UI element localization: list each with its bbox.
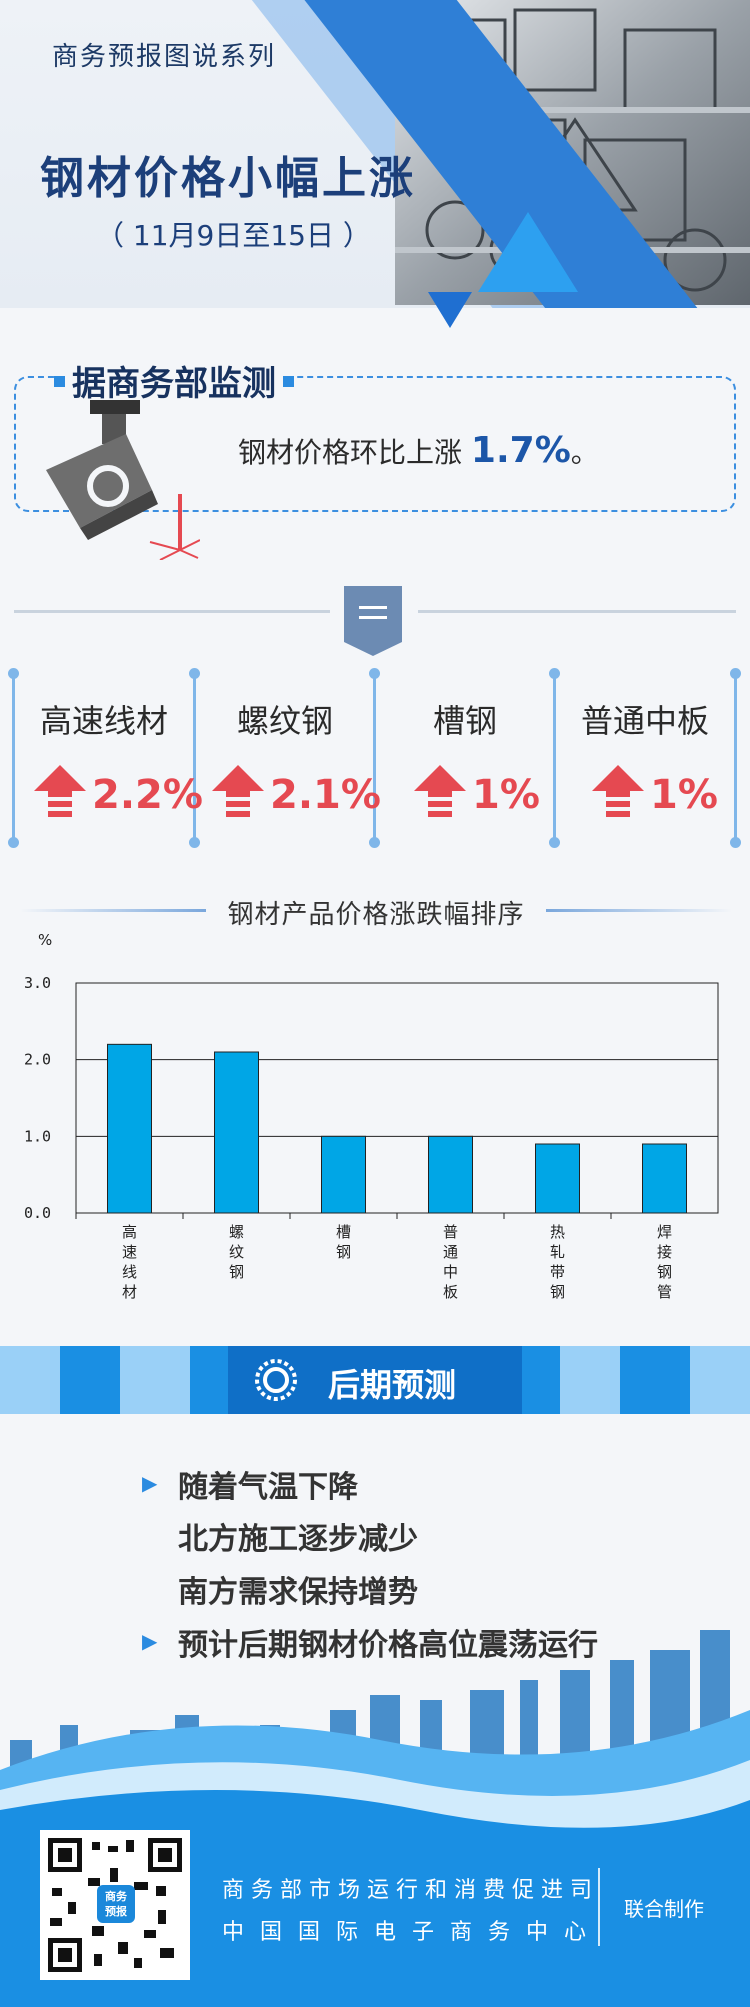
product-name: 螺纹钢 xyxy=(236,702,333,740)
forecast-item: 南方需求保持增势 xyxy=(178,1575,418,1610)
gear-icon xyxy=(255,1359,297,1401)
app-logo: 商务 预报 xyxy=(97,1885,135,1923)
monitor-text-prefix: 钢材价格环比上涨 xyxy=(238,436,463,469)
separator xyxy=(8,668,19,848)
chart-title-line xyxy=(546,909,732,912)
product-name: 普通中板 xyxy=(580,702,709,740)
y-tick-label: 0.0 xyxy=(24,1204,51,1222)
forecast-header xyxy=(228,1346,522,1414)
bar xyxy=(214,1051,259,1214)
bar xyxy=(535,1143,580,1214)
y-tick-label: 1.0 xyxy=(24,1127,51,1145)
monitor-title: 据商务部监测 xyxy=(54,356,294,405)
product-change: 2.1% xyxy=(270,772,381,818)
jointly-produced: 联合制作 xyxy=(624,1897,704,1921)
y-tick-label: 3.0 xyxy=(24,974,51,992)
org-name: 中国国际电子商务中心 xyxy=(222,1920,603,1945)
forecast-item: 北方施工逐步减少 xyxy=(178,1522,418,1557)
x-tick-label: 螺纹钢 xyxy=(229,1223,244,1281)
forecast-title: 后期预测 xyxy=(328,1366,457,1404)
bar xyxy=(107,1043,152,1214)
y-tick-label: 2.0 xyxy=(24,1051,51,1069)
logo-text: 预报 xyxy=(105,1905,127,1918)
forecast-item: 预计后期钢材价格高位震荡运行 xyxy=(178,1628,598,1663)
footer-divider xyxy=(598,1868,600,1946)
up-arrow-icon xyxy=(592,765,644,817)
bar xyxy=(321,1135,366,1214)
divider-line-left xyxy=(14,610,330,613)
monitor-value: 1.7% xyxy=(470,430,571,471)
header-banner xyxy=(0,0,750,308)
bar-chart: % 0.0 1.0 2.0 3.0 高速线材 螺纹钢 槽钢 普通中板 热轧带钢 焊接钢管 xyxy=(24,931,719,1301)
monitor-summary: 钢材价格环比上涨 1.7%。 xyxy=(238,430,599,471)
logo-text: 商务 xyxy=(105,1890,127,1903)
product-change: 1% xyxy=(650,772,718,818)
bullet-icon: ▶ xyxy=(142,1471,158,1495)
separator xyxy=(369,668,380,848)
chart-title: 钢材产品价格涨跌幅排序 xyxy=(227,900,525,930)
steel-mill-icon xyxy=(46,400,200,560)
product-change: 1% xyxy=(472,772,540,818)
up-arrow-icon xyxy=(212,765,264,817)
separator xyxy=(549,668,560,848)
chart-title-line xyxy=(20,909,206,912)
product-name: 高速线材 xyxy=(39,702,168,740)
y-axis-label: % xyxy=(38,931,52,949)
menu-badge-icon xyxy=(344,586,402,656)
x-tick-label: 热轧带钢 xyxy=(550,1223,565,1301)
bullet-icon: ▶ xyxy=(142,1629,158,1653)
bar xyxy=(642,1143,687,1214)
separator xyxy=(189,668,200,848)
forecast-item: 随着气温下降 xyxy=(178,1470,358,1505)
up-arrow-icon xyxy=(414,765,466,817)
plot-frame xyxy=(75,982,719,1214)
monitor-box xyxy=(14,376,736,512)
qr-pattern xyxy=(48,1838,182,1972)
x-tick-label: 高速线材 xyxy=(122,1223,137,1301)
divider-line-right xyxy=(418,610,736,613)
bar xyxy=(428,1135,473,1214)
x-tick-label: 焊接钢管 xyxy=(657,1223,672,1301)
product-change: 2.2% xyxy=(92,772,203,818)
x-tick-label: 槽钢 xyxy=(336,1223,351,1261)
date-range: （ 11月9日至15日 ） xyxy=(96,219,371,252)
product-name: 槽钢 xyxy=(432,702,497,740)
chevron-down-icon xyxy=(428,292,472,328)
x-tick-label: 普通中板 xyxy=(443,1223,458,1301)
separator xyxy=(730,668,741,848)
org-name: 商务部市场运行和消费促进司 xyxy=(222,1878,600,1903)
series-title: 商务预报图说系列 xyxy=(52,42,277,72)
monitor-text-suffix: 。 xyxy=(570,436,599,469)
up-arrow-icon xyxy=(34,765,86,817)
decor-triangle xyxy=(478,212,578,292)
page-title: 钢材价格小幅上涨 xyxy=(40,153,416,204)
